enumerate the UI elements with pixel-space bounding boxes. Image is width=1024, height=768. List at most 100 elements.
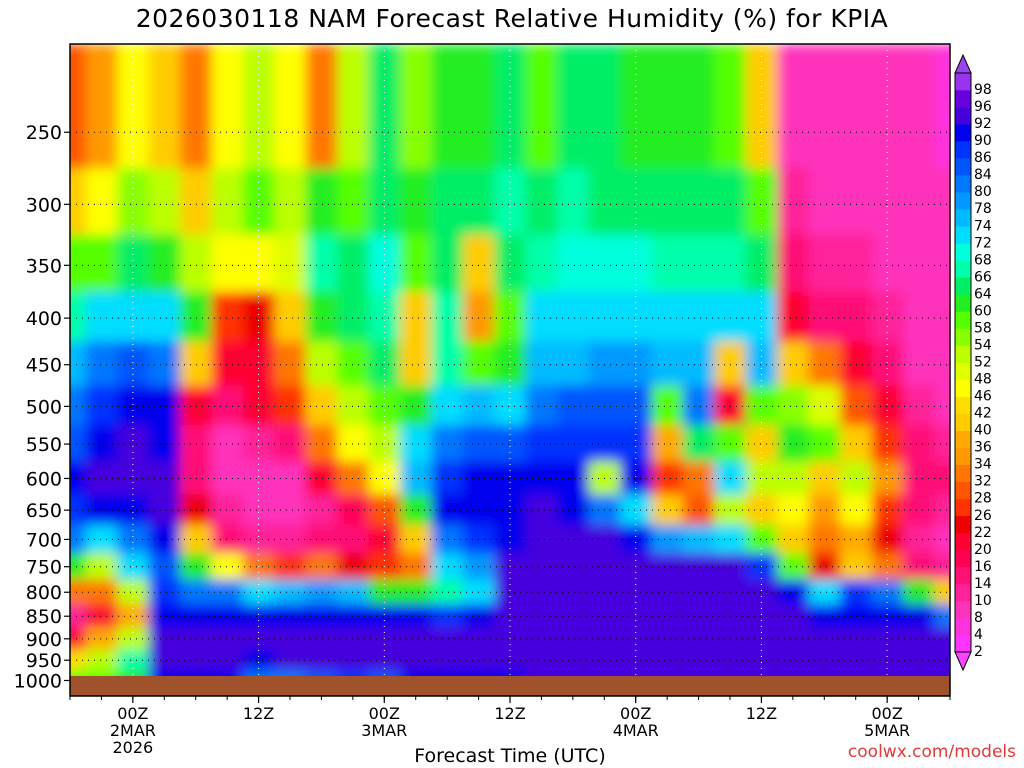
rh-cell [117, 234, 150, 293]
rh-cell [242, 461, 275, 495]
rh-cell [242, 579, 275, 605]
rh-cell [871, 425, 904, 462]
rh-cell [557, 425, 590, 462]
rh-cell [808, 553, 841, 580]
rh-cell [148, 385, 181, 426]
rh-cell [588, 234, 621, 293]
rh-cell [808, 168, 841, 236]
colorbar-label: 72 [974, 235, 992, 251]
rh-cell [242, 385, 275, 426]
rh-cell [211, 604, 244, 629]
y-tick-label: 900 [26, 629, 62, 651]
colorbar-swatch [955, 566, 971, 585]
rh-cell [714, 425, 747, 462]
colorbar-label: 96 [974, 99, 992, 115]
colorbar-swatch [955, 141, 971, 159]
rh-cell [337, 524, 370, 554]
rh-cell [871, 670, 904, 676]
rh-cell [494, 44, 527, 169]
rh-cell [525, 604, 558, 629]
rh-cell [337, 553, 370, 580]
rh-cell [180, 168, 212, 236]
rh-cell [70, 524, 87, 554]
colorbar-label: 68 [974, 252, 992, 268]
rh-cell [431, 168, 464, 236]
rh-cell [840, 649, 872, 671]
rh-cell [180, 553, 212, 580]
rh-cell [745, 234, 778, 293]
x-tick-label: 00Z [620, 704, 651, 723]
rh-cell [682, 44, 715, 169]
rh-cell [682, 168, 715, 236]
rh-cell [651, 579, 684, 605]
rh-cell [462, 670, 495, 676]
rh-cell [557, 291, 590, 342]
rh-cell [180, 524, 212, 554]
rh-cell [494, 524, 527, 554]
colorbar-label: 60 [974, 303, 992, 319]
rh-cell [840, 579, 872, 605]
rh-cell [557, 44, 590, 169]
colorbar-label: 92 [974, 116, 992, 132]
rh-cell [85, 425, 118, 462]
rh-cell [494, 649, 527, 671]
rh-cell [557, 579, 590, 605]
colorbar-swatch [955, 226, 971, 244]
rh-cell [557, 553, 590, 580]
rh-cell [808, 494, 841, 526]
rh-cell [180, 494, 212, 526]
rh-cell [682, 425, 715, 462]
y-tick-label: 800 [26, 582, 62, 604]
rh-cell [70, 234, 87, 293]
colorbar-swatch [955, 260, 971, 278]
rh-cell [651, 494, 684, 526]
rh-cell [400, 494, 432, 526]
rh-cell [620, 579, 652, 605]
rh-cell [368, 291, 401, 342]
rh-cell [211, 341, 244, 387]
rh-cell [525, 627, 558, 651]
x-tick-label: 4MAR [613, 721, 659, 740]
rh-cell [368, 234, 401, 293]
colorbar-label: 78 [974, 201, 992, 217]
rh-cell [620, 494, 652, 526]
rh-cell [211, 234, 244, 293]
rh-cell [337, 579, 370, 605]
rh-cell [70, 291, 87, 342]
rh-cell [337, 604, 370, 629]
rh-cell [85, 341, 118, 387]
rh-cell [840, 425, 872, 462]
rh-cell [431, 385, 464, 426]
rh-cell [148, 579, 181, 605]
rh-cell [368, 385, 401, 426]
rh-cell [745, 291, 778, 342]
colorbar-label: 34 [974, 457, 992, 473]
rh-cell [494, 461, 527, 495]
rh-cell [808, 649, 841, 671]
rh-cell [462, 234, 495, 293]
rh-cell [620, 341, 652, 387]
rh-cell [902, 168, 935, 236]
rh-cell [337, 670, 370, 676]
rh-cell [902, 44, 935, 169]
rh-cell [620, 670, 652, 676]
rh-cell [117, 604, 150, 629]
colorbar-label: 2 [974, 644, 983, 660]
rh-cell [148, 461, 181, 495]
rh-cell [651, 341, 684, 387]
rh-cell [180, 604, 212, 629]
rh-cell [494, 341, 527, 387]
rh-cell [651, 649, 684, 671]
rh-cell [714, 168, 747, 236]
rh-cell [902, 494, 935, 526]
rh-cell [431, 627, 464, 651]
colorbar-swatch [955, 192, 971, 210]
rh-cell [840, 627, 872, 651]
rh-cell [525, 579, 558, 605]
rh-cell [431, 291, 464, 342]
y-tick-label: 750 [26, 557, 62, 579]
rh-cell [840, 234, 872, 293]
rh-cell [70, 385, 87, 426]
rh-cell [840, 44, 872, 169]
